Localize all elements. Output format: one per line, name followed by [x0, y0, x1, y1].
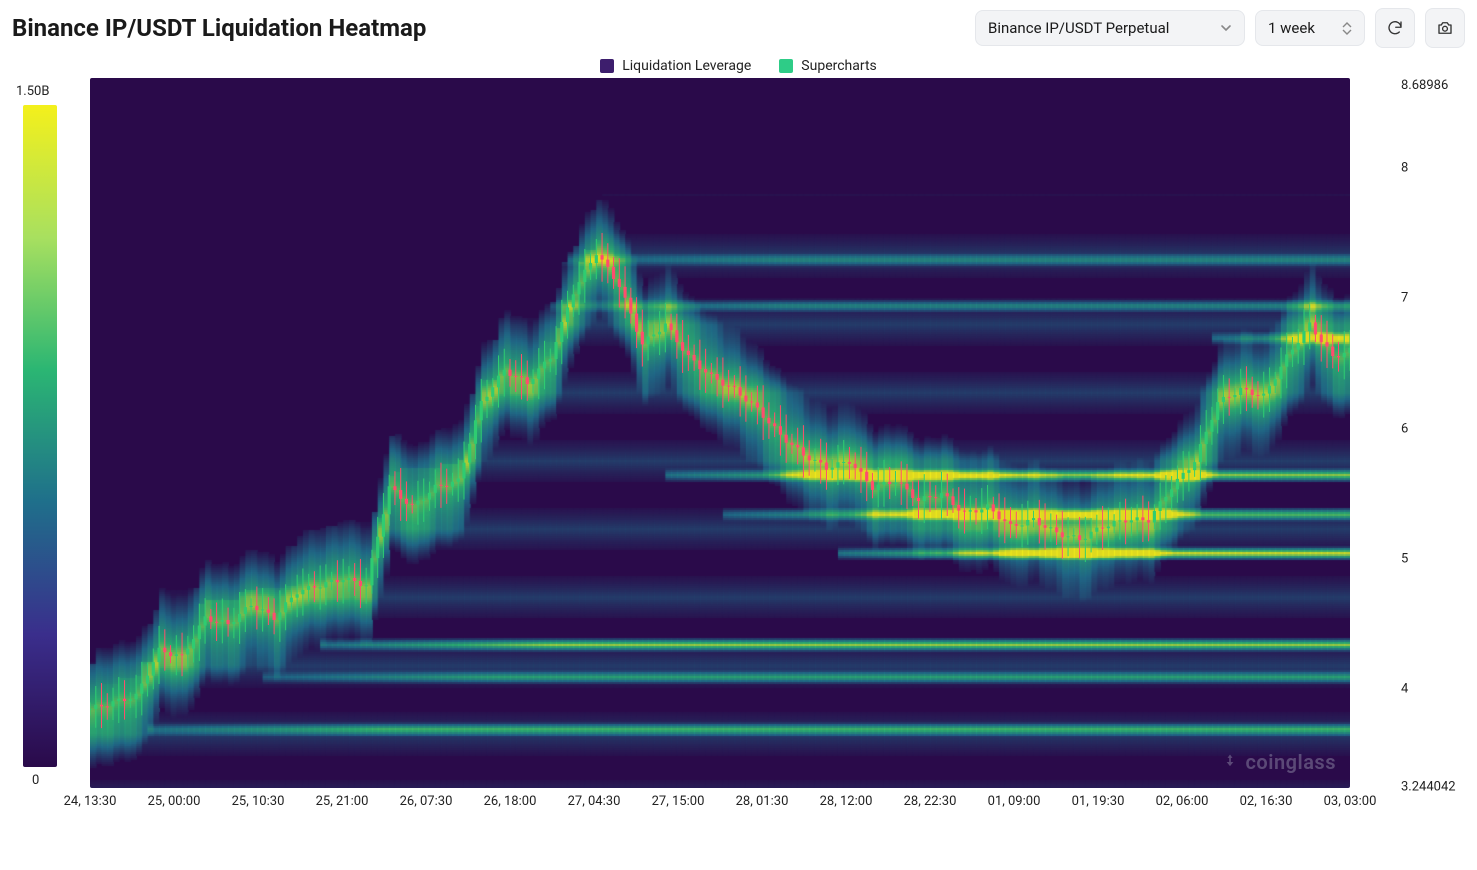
x-tick-label: 02, 06:00: [1156, 794, 1209, 809]
stepper-icon: [1342, 22, 1352, 35]
legend-item-liquidation[interactable]: Liquidation Leverage: [600, 58, 751, 74]
pair-select-label: Binance IP/USDT Perpetual: [988, 19, 1169, 37]
camera-icon: [1436, 19, 1454, 37]
logo-icon: [1220, 752, 1240, 772]
colorbar: 1.50B 0: [10, 78, 70, 788]
y-tick-label: 4: [1401, 682, 1408, 697]
x-tick-label: 27, 04:30: [568, 794, 621, 809]
refresh-button[interactable]: [1375, 8, 1415, 48]
y-axis: 8.68986456783.244042: [1393, 78, 1463, 788]
x-tick-label: 25, 00:00: [148, 794, 201, 809]
x-axis: 24, 13:3025, 00:0025, 10:3025, 21:0026, …: [90, 794, 1350, 816]
pair-select[interactable]: Binance IP/USDT Perpetual: [975, 10, 1245, 46]
heatmap-plot[interactable]: coinglass: [90, 78, 1350, 788]
legend-swatch-icon: [600, 59, 614, 73]
colorbar-gradient: [23, 105, 57, 767]
x-tick-label: 01, 19:30: [1072, 794, 1125, 809]
y-tick-label: 3.244042: [1401, 780, 1456, 795]
range-select[interactable]: 1 week: [1255, 10, 1365, 46]
watermark: coinglass: [1220, 750, 1337, 774]
x-tick-label: 28, 01:30: [736, 794, 789, 809]
legend-item-supercharts[interactable]: Supercharts: [779, 58, 876, 74]
x-tick-label: 02, 16:30: [1240, 794, 1293, 809]
refresh-icon: [1386, 19, 1404, 37]
y-tick-label: 5: [1401, 552, 1408, 567]
page-title: Binance IP/USDT Liquidation Heatmap: [12, 14, 426, 42]
y-tick-label: 8.68986: [1401, 78, 1448, 93]
x-tick-label: 26, 18:00: [484, 794, 537, 809]
legend-swatch-icon: [779, 59, 793, 73]
x-tick-label: 25, 10:30: [232, 794, 285, 809]
candle-layer: [90, 78, 1350, 788]
x-tick-label: 27, 15:00: [652, 794, 705, 809]
x-tick-label: 01, 09:00: [988, 794, 1041, 809]
x-tick-label: 24, 13:30: [64, 794, 117, 809]
x-tick-label: 25, 21:00: [316, 794, 369, 809]
x-tick-label: 28, 12:00: [820, 794, 873, 809]
colorbar-max-label: 1.50B: [10, 84, 49, 99]
y-tick-label: 6: [1401, 421, 1408, 436]
legend-label: Liquidation Leverage: [622, 58, 751, 74]
y-tick-label: 8: [1401, 160, 1408, 175]
colorbar-min-label: 0: [10, 773, 39, 788]
range-select-label: 1 week: [1268, 19, 1315, 37]
screenshot-button[interactable]: [1425, 8, 1465, 48]
y-tick-label: 7: [1401, 291, 1408, 306]
header-controls: Binance IP/USDT Perpetual 1 week: [975, 8, 1465, 48]
legend-label: Supercharts: [801, 58, 876, 74]
chevron-down-icon: [1220, 22, 1232, 34]
x-tick-label: 03, 03:00: [1324, 794, 1377, 809]
chart-legend: Liquidation Leverage Supercharts: [0, 58, 1477, 74]
x-tick-label: 28, 22:30: [904, 794, 957, 809]
x-tick-label: 26, 07:30: [400, 794, 453, 809]
